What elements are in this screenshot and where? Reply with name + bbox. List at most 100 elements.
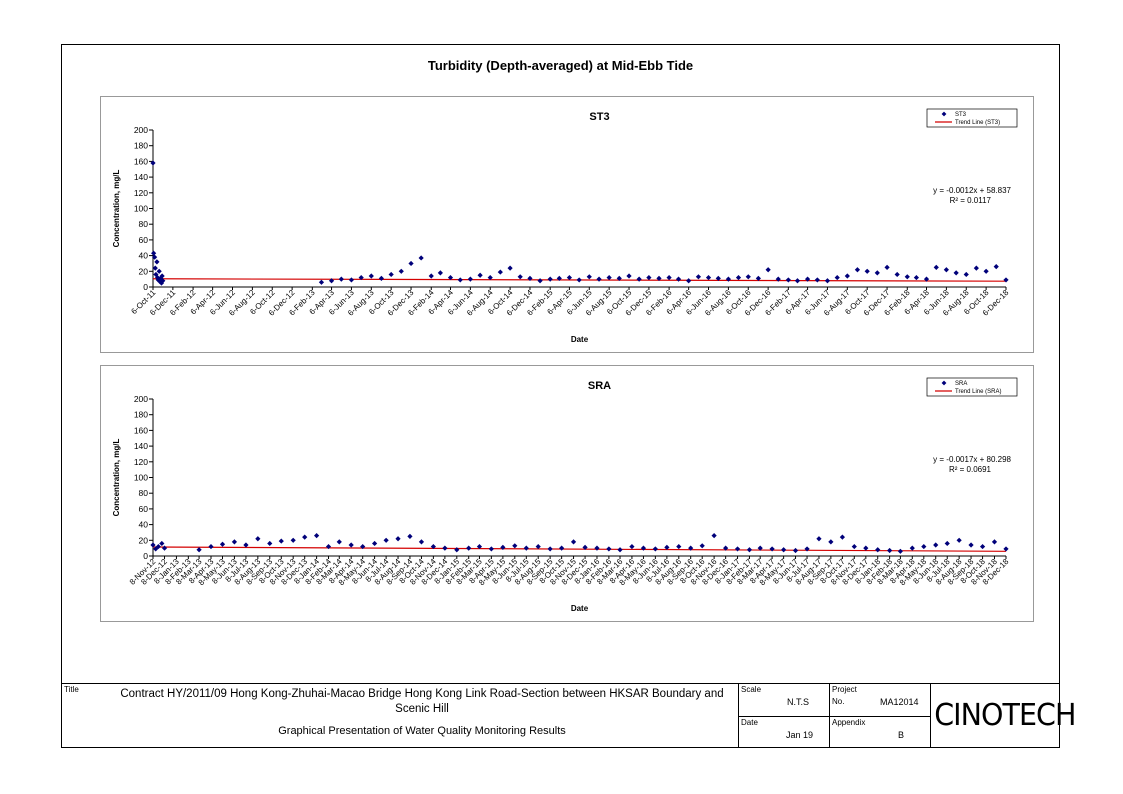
y-tick-label: 80: [139, 219, 149, 229]
r-squared: R² = 0.0117: [950, 196, 992, 205]
scale-date-cell: Scale N.T.S Date Jan 19: [738, 684, 829, 748]
legend-entry: Trend Line (ST3): [955, 120, 1000, 126]
y-tick-label: 20: [139, 535, 149, 545]
data-point: [973, 265, 979, 271]
data-point: [705, 274, 712, 281]
data-point: [497, 269, 503, 275]
data-point: [666, 274, 672, 281]
data-point: [161, 545, 168, 551]
data-point: [804, 546, 810, 552]
data-point: [290, 537, 296, 543]
data-point: [991, 539, 998, 545]
project-no-value: MA12014: [880, 697, 919, 707]
data-point: [735, 274, 742, 281]
data-point: [834, 274, 840, 281]
y-tick-label: 40: [139, 520, 149, 530]
data-point: [897, 548, 903, 554]
y-tick-label: 0: [143, 282, 148, 292]
data-point: [243, 542, 249, 548]
data-point: [711, 532, 717, 539]
y-tick-label: 0: [143, 551, 148, 561]
data-point: [556, 275, 562, 281]
data-point: [854, 267, 861, 273]
data-point: [676, 543, 682, 550]
data-point: [488, 546, 494, 552]
data-point: [913, 274, 919, 281]
data-point: [457, 277, 463, 283]
data-point: [156, 268, 162, 274]
data-point: [338, 276, 344, 282]
data-point: [512, 543, 518, 549]
data-point: [844, 273, 850, 279]
data-point: [734, 546, 741, 552]
data-point: [158, 280, 165, 286]
data-point: [824, 278, 831, 284]
data-point: [418, 255, 424, 261]
data-point: [576, 277, 582, 283]
legend-entry: Trend Line (SRA): [955, 389, 1001, 395]
data-point: [933, 542, 939, 548]
data-point: [398, 268, 404, 274]
divider: [739, 716, 829, 717]
data-point: [675, 276, 682, 282]
data-point: [594, 545, 600, 551]
trend-equation: y = -0.0012x + 58.837: [933, 186, 1011, 195]
y-tick-label: 120: [134, 457, 148, 467]
data-point: [219, 541, 226, 547]
company-logo: CINOTECH: [934, 698, 1076, 733]
chart-sra: SRA 0 20 40 60 80 100 120 140 160 180 200 Concentrat…: [112, 377, 1018, 613]
data-point: [325, 543, 332, 550]
data-point: [944, 540, 950, 547]
data-point: [570, 539, 577, 545]
title-block: Title Contract HY/2011/09 Hong Kong-Zhuh…: [62, 683, 1076, 748]
project-label: Project: [832, 685, 857, 694]
y-tick-label: 100: [134, 204, 148, 214]
data-point: [477, 272, 483, 278]
contract-title: Contract HY/2011/09 Hong Kong-Zhuhai-Mac…: [120, 688, 724, 715]
y-tick-label: 100: [134, 473, 148, 483]
data-point: [629, 543, 635, 550]
data-point: [953, 270, 959, 276]
scale-value: N.T.S: [787, 697, 810, 707]
page-title: Turbidity (Depth-averaged) at Mid-Ebb Ti…: [427, 58, 694, 73]
data-point: [547, 546, 553, 552]
data-point: [909, 545, 915, 551]
data-point: [617, 547, 623, 553]
data-point: [963, 271, 969, 278]
data-point: [715, 275, 721, 281]
data-point: [535, 543, 541, 550]
data-point: [794, 278, 801, 284]
data-point: [428, 273, 434, 279]
data-point: [418, 539, 425, 545]
data-point: [755, 275, 761, 281]
data-point: [208, 543, 214, 550]
data-point: [616, 275, 622, 281]
data-point: [314, 532, 320, 539]
data-point: [437, 270, 443, 276]
data-point: [523, 545, 529, 551]
data-point: [656, 275, 662, 281]
data-point: [884, 264, 890, 270]
data-point: [769, 546, 775, 552]
data-point: [851, 543, 857, 550]
chart-st3: ST3 0 20 40 60 80 100 120 140 160 180 200 Concentrat…: [112, 108, 1018, 344]
date-label: Date: [741, 718, 758, 727]
y-tick-label: 200: [134, 394, 148, 404]
data-point: [527, 275, 533, 281]
data-point: [993, 263, 999, 270]
data-point: [933, 264, 939, 270]
y-tick-label: 60: [139, 504, 149, 514]
data-point: [372, 540, 378, 547]
data-point: [378, 275, 385, 281]
title-cell: Title Contract HY/2011/09 Hong Kong-Zhuh…: [62, 684, 738, 748]
y-axis-label: Concentration, mg/L: [112, 170, 121, 248]
data-point: [979, 543, 986, 550]
data-point: [368, 273, 374, 279]
y-tick-label: 60: [139, 235, 149, 245]
y-tick-label: 140: [134, 441, 148, 451]
data-point: [150, 542, 156, 548]
data-point: [874, 270, 880, 276]
chart-panel-sra: SRA 0 20 40 60 80 100 120 140 160 180 200 Concentrat…: [100, 365, 1034, 622]
y-tick-label: 140: [134, 172, 148, 182]
data-point: [765, 267, 771, 273]
